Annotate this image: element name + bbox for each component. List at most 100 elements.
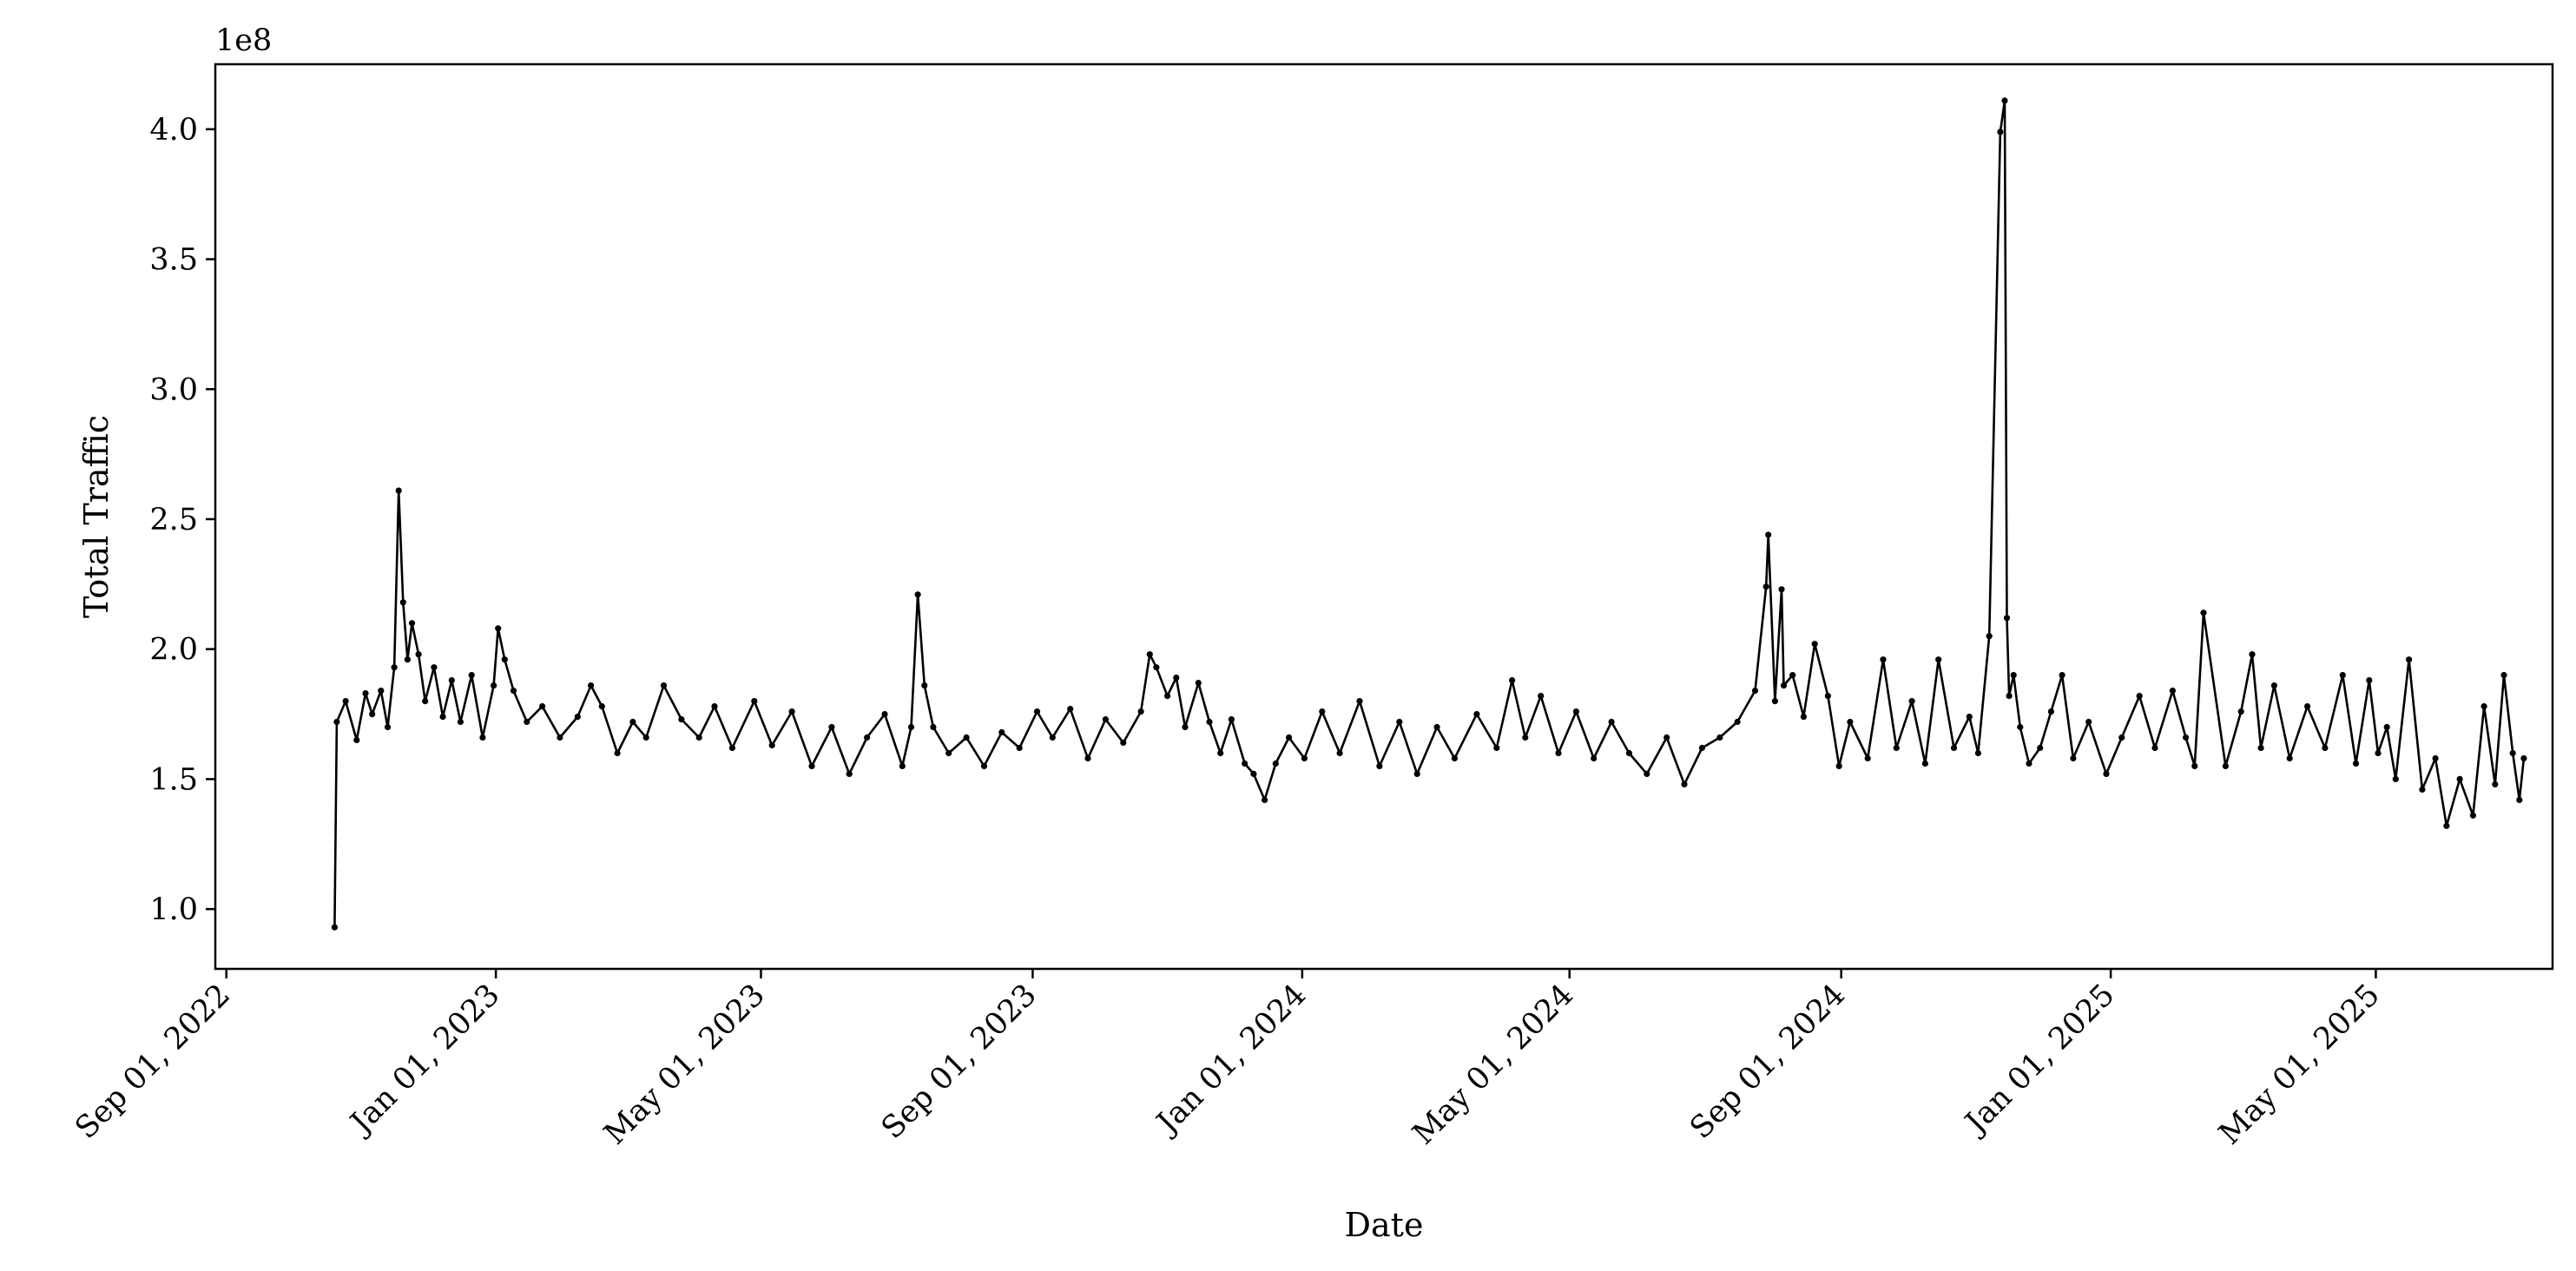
data-point — [369, 711, 376, 718]
data-point — [2257, 744, 2264, 752]
data-point — [2286, 754, 2293, 762]
data-point — [1356, 698, 1363, 705]
data-point — [331, 924, 338, 931]
data-point — [431, 664, 438, 671]
data-point — [2392, 775, 2399, 783]
data-point — [2480, 703, 2487, 710]
data-point — [1800, 714, 1807, 721]
data-point — [1396, 718, 1403, 726]
data-point — [1120, 739, 1127, 747]
data-point — [384, 723, 392, 731]
data-point — [2509, 749, 2516, 757]
data-point — [695, 734, 702, 741]
data-point — [914, 591, 921, 598]
data-point — [788, 708, 795, 715]
data-point — [1880, 656, 1887, 663]
data-point — [2059, 672, 2065, 679]
data-point — [2322, 744, 2329, 752]
data-point — [2516, 796, 2523, 804]
data-point — [2037, 744, 2044, 752]
data-point — [2010, 672, 2017, 679]
data-point — [2047, 708, 2054, 715]
data-point — [598, 703, 605, 710]
data-point — [828, 723, 835, 731]
data-point — [2339, 672, 2346, 679]
data-point — [2456, 775, 2463, 783]
data-point — [1811, 641, 1818, 648]
data-point — [1137, 708, 1144, 715]
data-point — [2419, 786, 2426, 794]
y-tick-label: 2.5 — [149, 503, 198, 537]
data-point — [479, 734, 486, 741]
y-tick-label: 3.0 — [149, 372, 198, 407]
data-point — [1644, 770, 1650, 778]
data-point — [963, 734, 970, 741]
data-point — [1301, 754, 1308, 762]
y-tick-label: 4.0 — [149, 113, 198, 148]
data-point — [395, 487, 402, 494]
data-point — [1033, 708, 1041, 715]
data-point — [678, 716, 685, 723]
data-point — [2366, 677, 2373, 684]
data-point — [2003, 615, 2011, 622]
data-point — [557, 734, 563, 741]
data-point — [2200, 609, 2207, 616]
data-point — [2001, 97, 2008, 104]
data-point — [399, 599, 406, 606]
data-point — [1195, 680, 1202, 687]
data-point — [1591, 754, 1598, 762]
data-point — [1778, 586, 1785, 593]
data-point — [2375, 749, 2382, 757]
y-tick-label: 1.0 — [149, 892, 198, 927]
data-point — [1376, 762, 1383, 770]
data-point — [574, 714, 581, 721]
data-point — [501, 656, 508, 663]
data-point — [362, 690, 369, 697]
data-point — [642, 734, 649, 741]
data-point — [768, 741, 775, 749]
data-point — [1164, 693, 1171, 700]
data-point — [864, 734, 871, 741]
data-point — [2026, 760, 2032, 767]
data-point — [1625, 749, 1632, 757]
data-point — [404, 656, 411, 663]
data-point — [1286, 734, 1293, 741]
data-point — [2006, 693, 2013, 700]
data-point — [539, 703, 546, 710]
data-point — [448, 677, 455, 684]
data-point — [1966, 714, 1973, 721]
data-point — [2118, 734, 2125, 741]
data-point — [2432, 754, 2439, 762]
data-point — [1493, 744, 1500, 752]
data-point — [2070, 754, 2077, 762]
data-point — [711, 703, 718, 710]
data-point — [614, 749, 621, 757]
data-point — [588, 682, 595, 689]
data-point — [1250, 770, 1257, 778]
data-point — [1664, 734, 1670, 741]
data-point — [342, 698, 349, 705]
data-point — [2406, 656, 2413, 663]
data-point — [2249, 651, 2256, 658]
data-point — [439, 714, 446, 721]
data-point — [930, 723, 937, 731]
data-point — [1522, 734, 1529, 741]
data-point — [1681, 780, 1688, 788]
data-point — [1509, 677, 1516, 684]
data-point — [1084, 754, 1091, 762]
x-axis-title: Date — [1345, 1206, 1424, 1244]
data-point — [2383, 723, 2390, 731]
data-point — [495, 625, 502, 632]
y-axis-title: Total Traffic — [77, 415, 115, 618]
data-point — [907, 723, 915, 731]
data-point — [1272, 760, 1279, 767]
data-point — [1608, 718, 1615, 726]
data-point — [998, 728, 1005, 736]
data-point — [1555, 749, 1562, 757]
data-point — [1847, 718, 1854, 726]
data-point — [1242, 760, 1248, 767]
data-point — [2151, 744, 2158, 752]
data-point — [1824, 693, 1831, 700]
data-point — [2469, 812, 2476, 819]
